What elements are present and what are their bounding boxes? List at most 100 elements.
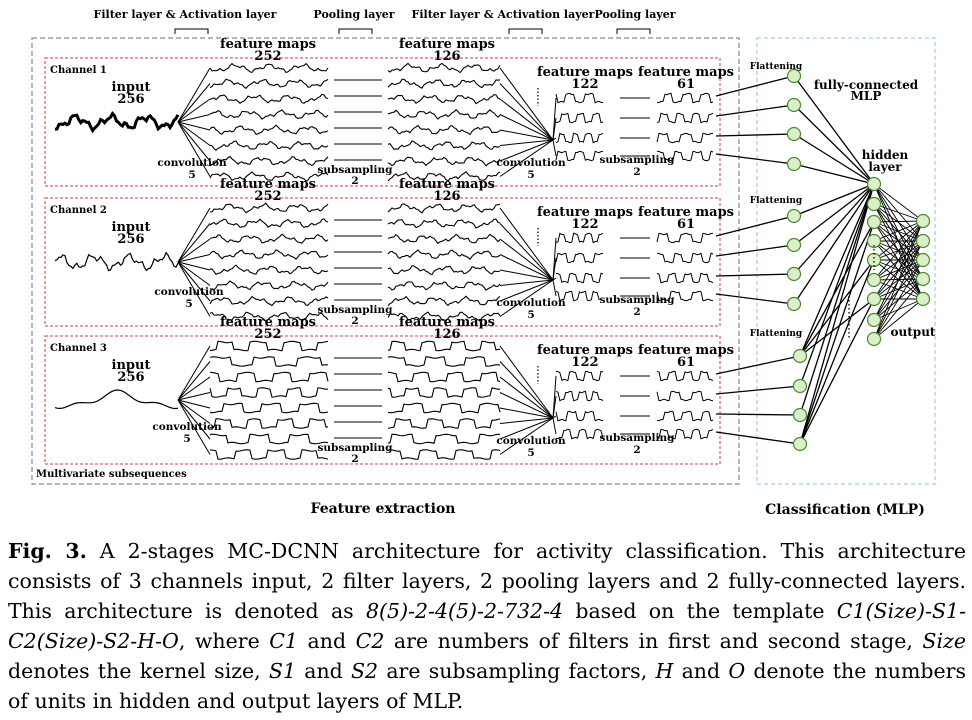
- top-label-pooling-2: Pooling layer: [594, 8, 675, 21]
- caption-text-10: denote the numbers of units in hidden an…: [8, 659, 966, 713]
- input-label: input: [112, 220, 151, 235]
- convolution-label: convolution: [496, 157, 566, 169]
- feature-maps-label: feature maps: [638, 65, 734, 80]
- output-node: [915, 233, 931, 249]
- flatten-node: [786, 156, 802, 172]
- input-label: input: [112, 358, 151, 373]
- feature-maps-label: feature maps: [537, 205, 633, 220]
- feature-map-1: [209, 356, 329, 367]
- feature-map-2: [387, 311, 501, 322]
- feature-maps-label: feature maps: [399, 37, 495, 52]
- output-node: [915, 213, 931, 229]
- feature-map-4: [657, 252, 714, 264]
- kernel-size: 5: [188, 169, 195, 181]
- feature-maps-size: 122: [571, 355, 598, 370]
- convolution-label: convolution: [157, 157, 227, 169]
- feature-map-3: [555, 232, 604, 244]
- subsampling-factor: 2: [351, 453, 358, 465]
- subsampling-factor: 2: [633, 306, 640, 318]
- caption-math-5: Size: [922, 629, 966, 653]
- flatten-node: [792, 378, 808, 394]
- feature-map-3: [555, 390, 604, 402]
- feature-map-4: [656, 232, 714, 244]
- caption-math-8: H: [655, 659, 674, 683]
- feature-map-2: [387, 124, 501, 136]
- architecture-diagram: Filter layer & Activation layer Pooling …: [31, 8, 936, 518]
- kernel-size: 5: [185, 298, 192, 310]
- subsampling-label: subsampling: [317, 164, 393, 176]
- flattening-label: Flattening: [750, 196, 803, 206]
- feature-map-3: [555, 92, 604, 104]
- feature-map-2: [387, 218, 501, 229]
- subsampling-factor: 2: [633, 444, 640, 456]
- feature-map-2: [387, 281, 501, 291]
- feature-map-2: [387, 62, 501, 74]
- connection-lines: [177, 67, 557, 177]
- subsampling-factor: 2: [351, 175, 358, 187]
- flatten-node: [786, 126, 802, 142]
- hidden-node: [866, 252, 882, 268]
- caption-text-5: are numbers of filters in first and seco…: [384, 629, 923, 653]
- caption-text-3: , where: [178, 629, 270, 653]
- convolution-label: convolution: [496, 435, 566, 447]
- feature-maps-size: 252: [254, 327, 281, 342]
- caption-text-4: and: [297, 629, 356, 653]
- caption-text-9: and: [673, 659, 729, 683]
- caption-text-7: and: [296, 659, 352, 683]
- feature-map-4: [657, 150, 714, 162]
- feature-map-3: [555, 290, 604, 302]
- flatten-node: [786, 68, 802, 84]
- feature-map-4: [656, 410, 714, 422]
- feature-map-1: [209, 109, 329, 120]
- feature-maps-label: feature maps: [537, 343, 633, 358]
- subsampling-label: subsampling: [599, 432, 675, 444]
- hidden-node: [866, 312, 882, 328]
- feature-map-2: [387, 109, 501, 120]
- feature-map-3: [555, 150, 604, 162]
- figure-caption: Fig. 3. A 2-stages MC-DCNN architecture …: [8, 536, 966, 716]
- top-label-brackets: [174, 28, 651, 34]
- channel-box: [44, 335, 721, 465]
- connection-lines: [177, 345, 557, 455]
- feature-maps-size: 122: [571, 77, 598, 92]
- top-label-filter-1: Filter layer & Activation layer: [94, 8, 277, 21]
- connection-lines: [177, 207, 557, 317]
- feature-map-1: [209, 171, 329, 182]
- feature-map-1: [209, 202, 329, 214]
- feature-map-1: [209, 62, 329, 74]
- feature-map-3: [555, 410, 604, 422]
- feature-map-1: [209, 433, 329, 445]
- feature-map-1: [209, 233, 329, 244]
- input-size: 256: [117, 370, 144, 385]
- feature-map-2: [387, 156, 501, 167]
- feature-maps-label: feature maps: [537, 65, 633, 80]
- feature-maps-size: 126: [433, 189, 460, 204]
- flatten-node: [792, 348, 808, 364]
- subsampling-factor: 2: [633, 166, 640, 178]
- hidden-node: [866, 331, 882, 347]
- kernel-size: 5: [183, 433, 190, 445]
- feature-map-1: [209, 140, 329, 152]
- feature-map-3: [556, 428, 604, 440]
- kernel-size: 5: [527, 447, 534, 459]
- multivariate-label: Multivariate subsequences: [36, 469, 187, 480]
- flatten-node: [786, 296, 802, 312]
- flatten-node: [786, 208, 802, 224]
- caption-text-1: A 2-stages MC-DCNN architecture for acti…: [8, 539, 966, 623]
- feature-map-2: [387, 295, 501, 307]
- feature-map-3: [555, 370, 604, 382]
- caption-math-2: C1(Size)-S1-C2(Size)-S2-H-O: [8, 599, 966, 653]
- mlp-nodes: [786, 68, 931, 452]
- caption-math-4: C2: [355, 629, 385, 653]
- feature-map-1: [210, 280, 329, 291]
- channel-box: [44, 57, 721, 187]
- classification-label: Classification (MLP): [765, 502, 925, 518]
- feature-map-1: [209, 402, 329, 414]
- feature-map-2: [387, 140, 501, 151]
- convolution-label: convolution: [152, 421, 222, 433]
- caption-math-1: 8(5)-2-4(5)-2-732-4: [365, 599, 564, 623]
- hidden-node: [866, 176, 882, 192]
- feature-maps-size: 61: [677, 355, 695, 370]
